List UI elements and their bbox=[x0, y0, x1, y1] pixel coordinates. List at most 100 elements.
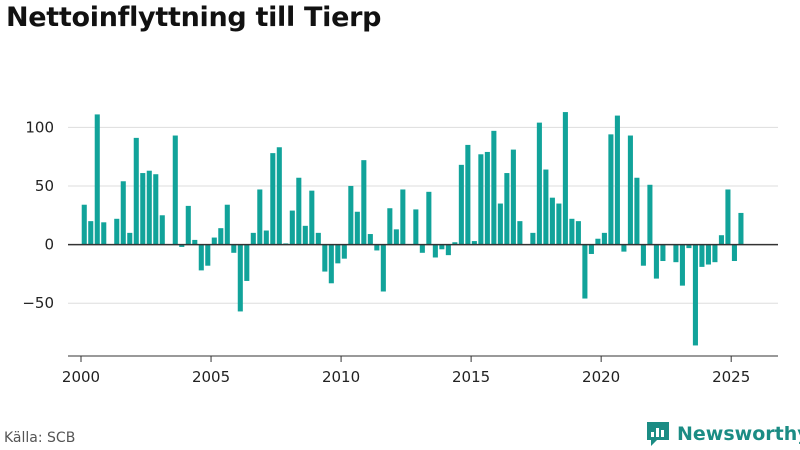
bar bbox=[627, 135, 633, 245]
bar bbox=[211, 237, 217, 245]
bar bbox=[725, 189, 731, 245]
bar bbox=[380, 244, 386, 292]
bar bbox=[296, 177, 302, 245]
bar bbox=[588, 244, 594, 254]
bar bbox=[471, 241, 477, 245]
bar bbox=[237, 244, 243, 312]
bar bbox=[354, 211, 360, 245]
bar bbox=[517, 221, 523, 245]
bar bbox=[192, 239, 198, 245]
bar bbox=[335, 244, 341, 264]
brand-name: Newsworthy bbox=[677, 423, 800, 445]
bar bbox=[400, 189, 406, 245]
bar bbox=[341, 244, 347, 259]
bar bbox=[270, 153, 276, 245]
x-tick-label: 2005 bbox=[192, 368, 230, 386]
bar bbox=[497, 203, 503, 245]
bar bbox=[647, 184, 653, 245]
x-tick-label: 2015 bbox=[452, 368, 490, 386]
bar bbox=[543, 169, 549, 245]
bar bbox=[322, 244, 328, 272]
bar bbox=[679, 244, 685, 286]
bar bbox=[510, 149, 516, 245]
bar bbox=[458, 164, 464, 245]
bar bbox=[731, 244, 737, 262]
bar bbox=[608, 134, 614, 245]
bar bbox=[88, 221, 94, 245]
bar bbox=[302, 225, 308, 245]
bar bbox=[374, 244, 380, 251]
bar bbox=[530, 232, 536, 245]
y-tick-label: 0 bbox=[44, 236, 54, 254]
y-tick-label: 100 bbox=[25, 118, 54, 136]
bar bbox=[653, 244, 659, 279]
bar bbox=[705, 244, 711, 265]
bar bbox=[738, 212, 744, 245]
bar bbox=[491, 130, 497, 245]
bar bbox=[387, 208, 393, 245]
bar bbox=[218, 228, 224, 245]
bar bbox=[549, 197, 555, 245]
bar bbox=[484, 151, 490, 245]
brand-logo: Newsworthy bbox=[645, 420, 800, 448]
bar bbox=[660, 244, 666, 262]
bar bbox=[556, 203, 562, 245]
bar bbox=[361, 160, 367, 245]
bar bbox=[348, 185, 354, 245]
bar bbox=[81, 204, 87, 245]
bar bbox=[179, 244, 185, 247]
bar bbox=[413, 209, 419, 245]
bar bbox=[94, 114, 100, 245]
bar bbox=[686, 244, 692, 249]
bar bbox=[426, 191, 432, 245]
bar bbox=[205, 244, 211, 266]
bar bbox=[536, 122, 542, 245]
bar bbox=[621, 244, 627, 252]
bar bbox=[114, 218, 120, 245]
bar bbox=[465, 144, 471, 245]
newsworthy-logo-icon bbox=[647, 422, 669, 446]
bar bbox=[146, 170, 152, 245]
bar bbox=[276, 147, 282, 245]
bar bbox=[562, 112, 568, 245]
bar bbox=[133, 137, 139, 245]
bar bbox=[315, 232, 321, 245]
bar bbox=[159, 215, 165, 245]
bar bbox=[328, 244, 334, 284]
bar bbox=[582, 244, 588, 299]
bar bbox=[185, 205, 191, 245]
bar bbox=[601, 232, 607, 245]
bar bbox=[640, 244, 646, 266]
source-note: Källa: SCB bbox=[4, 430, 76, 446]
bar bbox=[231, 244, 237, 253]
x-tick-label: 2010 bbox=[322, 368, 360, 386]
bar bbox=[198, 244, 204, 271]
bar bbox=[595, 238, 601, 245]
bars bbox=[81, 112, 744, 346]
bar bbox=[692, 244, 698, 346]
bar bbox=[575, 221, 581, 245]
bar bbox=[250, 232, 256, 245]
x-tick-label: 2000 bbox=[62, 368, 100, 386]
bar bbox=[712, 244, 718, 263]
bar bbox=[393, 229, 399, 245]
x-tick-label: 2025 bbox=[712, 368, 750, 386]
bar bbox=[263, 230, 269, 245]
bar bbox=[478, 154, 484, 245]
bar bbox=[419, 244, 425, 253]
bar bbox=[289, 210, 295, 245]
bar bbox=[257, 189, 263, 245]
bar bbox=[172, 135, 178, 245]
bar bbox=[101, 222, 107, 245]
gridlines bbox=[68, 126, 778, 304]
y-tick-labels: −50 0 50 100 bbox=[22, 118, 54, 312]
bar bbox=[439, 244, 445, 250]
bar bbox=[504, 173, 510, 245]
bar bbox=[120, 181, 126, 245]
bar bbox=[367, 234, 373, 245]
bar bbox=[224, 204, 230, 245]
bar bbox=[699, 244, 705, 267]
bar bbox=[244, 244, 250, 281]
bar bbox=[718, 235, 724, 245]
